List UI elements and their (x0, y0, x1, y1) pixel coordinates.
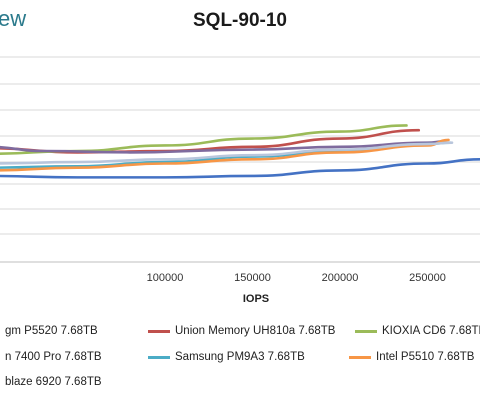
legend-item: Intel P5510 7.68TB (349, 349, 474, 365)
series-lines (0, 124, 480, 179)
x-tick-label: 200000 (322, 272, 359, 284)
legend-swatch (148, 329, 170, 333)
legend-item: blaze 6920 7.68TB (0, 374, 102, 390)
legend-item: Samsung PM9A3 7.68TB (148, 349, 305, 365)
legend-label: Intel P5510 7.68TB (376, 351, 475, 363)
legend-label: n 7400 Pro 7.68TB (5, 351, 102, 363)
legend-label: gm P5520 7.68TB (5, 325, 98, 337)
legend-swatch (355, 329, 377, 333)
logo-fragment: ew (0, 6, 27, 31)
chart-title: SQL-90-10 (193, 10, 287, 31)
series-line (0, 141, 454, 165)
series-line (0, 158, 480, 179)
legend-item: Union Memory UH810a 7.68TB (148, 323, 335, 339)
x-axis-label: IOPS (243, 293, 269, 305)
series-line (0, 138, 450, 172)
legend-item: gm P5520 7.68TB (0, 323, 98, 339)
legend-item: KIOXIA CD6 7.68TB (355, 323, 480, 339)
legend-swatch (148, 355, 170, 359)
legend-label: KIOXIA CD6 7.68TB (382, 325, 480, 337)
series-line (0, 139, 447, 154)
legend-label: Union Memory UH810a 7.68TB (175, 325, 336, 337)
legend-label: Samsung PM9A3 7.68TB (175, 351, 305, 363)
x-tick-label: 100000 (147, 272, 184, 284)
x-tick-label: 150000 (234, 272, 271, 284)
x-tick-label: 250000 (409, 272, 446, 284)
gridlines (0, 56, 480, 263)
legend-item: n 7400 Pro 7.68TB (0, 349, 102, 365)
legend-swatch (349, 355, 371, 359)
legend-label: blaze 6920 7.68TB (5, 376, 102, 388)
